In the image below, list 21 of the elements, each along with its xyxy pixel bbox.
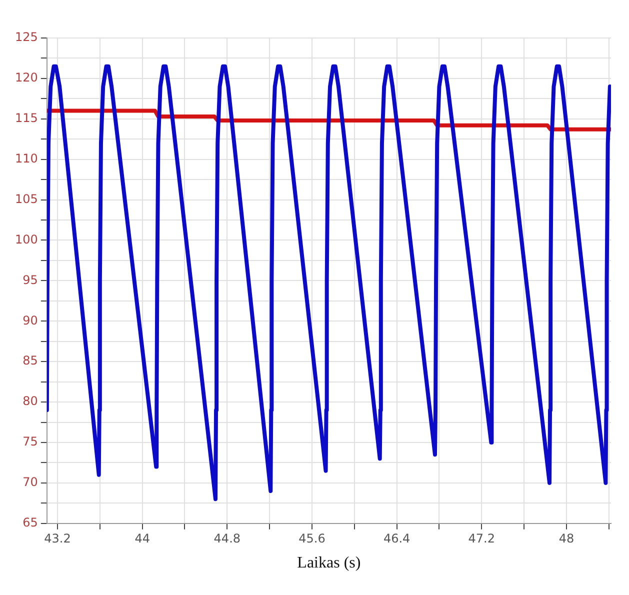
y-tick-label: 95 <box>22 272 38 287</box>
y-tick-label: 110 <box>15 151 38 166</box>
x-tick-label: 43.2 <box>44 532 71 546</box>
y-tick-label: 70 <box>22 475 38 490</box>
y-tick-label: 85 <box>22 354 38 368</box>
y-tick-label: 90 <box>22 313 38 328</box>
x-tick-label: 47.2 <box>468 532 495 546</box>
y-tick-label: 100 <box>15 232 38 246</box>
y-tick-label: 105 <box>15 192 38 206</box>
x-axis-title: Laikas (s) <box>297 554 361 572</box>
y-tick-label: 75 <box>22 434 38 449</box>
y-tick-label: 80 <box>22 394 38 408</box>
x-tick-label: 46.4 <box>383 532 410 546</box>
x-tick-label: 44.8 <box>214 532 241 546</box>
x-tick-label: 45.6 <box>298 532 326 546</box>
x-tick-label: 48 <box>558 532 574 546</box>
y-tick-label: 115 <box>15 111 38 126</box>
y-tick-label: 120 <box>15 70 38 85</box>
y-tick-label: 65 <box>22 516 38 530</box>
x-tick-label: 44 <box>134 532 150 546</box>
y-tick-label: 125 <box>15 30 38 44</box>
